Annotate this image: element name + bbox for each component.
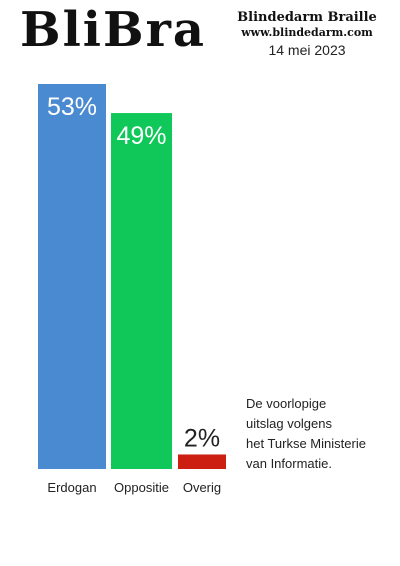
value-label: 2% [184,424,220,452]
chart-note: De voorlopige uitslag volgens het Turkse… [246,394,396,474]
note-line: het Turkse Ministerie [246,436,366,451]
note-line: van Informatie. [246,456,332,471]
masthead: Blindedarm Braille www.blindedarm.com 14… [232,10,382,59]
category-label: Overig [183,480,221,495]
bar-overig [178,454,226,469]
category-label: Erdogan [47,480,96,495]
bar-erdogan [38,84,106,469]
note-line: De voorlopige [246,396,327,411]
website-link[interactable]: www.blindedarm.com [241,26,373,39]
logo: BliBra [20,2,206,58]
note-line: uitslag volgens [246,416,332,431]
category-label: Oppositie [114,480,169,495]
publication-name: Blindedarm Braille [237,10,377,25]
value-label: 53% [47,93,97,121]
value-label: 49% [116,122,166,150]
publication-date: 14 mei 2023 [268,42,346,58]
bar-oppositie [111,113,172,469]
